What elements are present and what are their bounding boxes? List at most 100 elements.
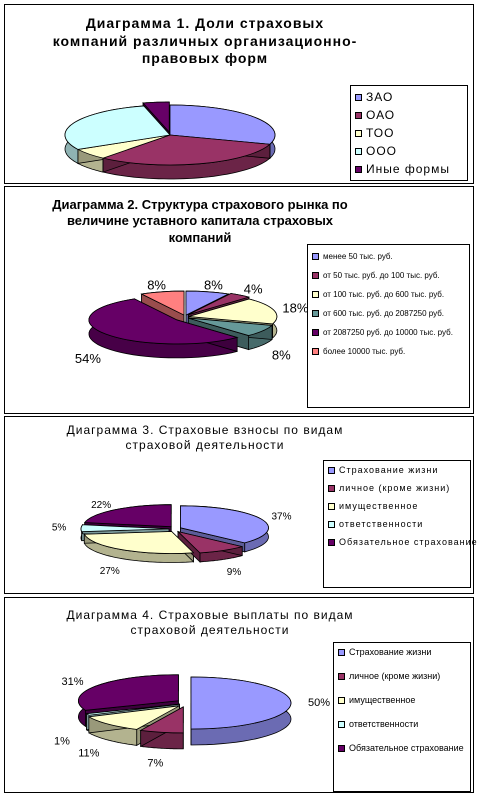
legend-label: от 600 тыс. руб. до 2087250 руб. — [323, 309, 445, 318]
pie-slice-2 — [101, 134, 271, 166]
legend-item: Иные формы — [355, 162, 463, 176]
chart-1-plot — [64, 101, 276, 180]
data-label-2: 7% — [147, 757, 163, 769]
legend-item: ответственности — [338, 719, 466, 729]
chart-4-legend: Страхование жизни личное (кроме жизни) иму… — [333, 642, 471, 792]
chart-1-legend: ЗАО ОАО ТОО ООО Иные формы — [350, 85, 468, 181]
legend-label: личное (кроме жизни) — [349, 671, 441, 681]
legend-swatch — [338, 744, 345, 752]
data-label-5: 54% — [75, 351, 101, 366]
pie-slice-1 — [185, 290, 230, 316]
pie-slice-4 — [85, 703, 180, 716]
legend-swatch — [355, 111, 362, 119]
data-label-5: 22% — [91, 500, 111, 511]
legend-item: от 50 тыс. руб. до 100 тыс. руб. — [312, 271, 465, 280]
legend-label: личное (кроме жизни) — [339, 483, 451, 493]
legend-item: от 100 тыс. руб. до 600 тыс. руб. — [312, 290, 465, 299]
pie-slice-4 — [188, 317, 274, 336]
legend-swatch — [312, 348, 319, 355]
pie-slice-5 — [83, 504, 172, 528]
legend-swatch — [312, 329, 319, 336]
data-label-1: 8% — [204, 277, 223, 292]
chart-panel-2: Диаграмма 2. Структура страхового рынка … — [4, 186, 474, 414]
legend-item: Страхование жизни — [338, 647, 466, 657]
data-label-1: 37% — [271, 512, 291, 523]
legend-swatch — [355, 147, 362, 155]
legend-item: ответственности — [328, 519, 466, 529]
pie-slice-5 — [142, 101, 170, 134]
pie-slice-5 — [88, 298, 239, 345]
data-label-2: 9% — [227, 567, 242, 578]
legend-swatch — [338, 648, 345, 656]
chart-3-title: Диаграмма 3. Страховые взносы по видам с… — [66, 423, 344, 452]
legend-item: от 2087250 руб. до 10000 тыс. руб. — [312, 328, 465, 337]
data-label-3: 27% — [100, 566, 120, 577]
legend-swatch — [355, 93, 362, 101]
chart-panel-4: Диаграмма 4. Страховые выплаты по видам … — [4, 597, 474, 793]
data-label-1: 50% — [308, 697, 330, 709]
chart-2-plot: 8% 4% 18% 8% 54% 8% — [75, 277, 309, 366]
legend-label: от 50 тыс. руб. до 100 тыс. руб. — [323, 271, 440, 280]
legend-swatch — [312, 272, 319, 279]
legend-item: Обязательное страхование — [338, 743, 466, 753]
chart-3-plot: 37% 9% 27% 5% 22% — [52, 500, 292, 578]
chart-2-title: Диаграмма 2. Структура страхового рынка … — [52, 197, 348, 245]
pie-slice-2 — [176, 530, 243, 554]
pie-slice-2 — [188, 293, 251, 315]
legend-item: ООО — [355, 144, 463, 158]
data-label-4: 8% — [272, 348, 291, 363]
legend-swatch — [328, 520, 335, 528]
legend-label: имущественное — [339, 501, 419, 511]
legend-swatch — [328, 484, 335, 492]
legend-label: имущественное — [349, 695, 416, 705]
legend-swatch — [355, 129, 362, 137]
legend-swatch — [312, 310, 319, 317]
legend-item: менее 50 тыс. руб. — [312, 252, 465, 261]
pie-slice-2 — [139, 706, 184, 734]
legend-item: более 10000 тыс. руб. — [312, 347, 465, 356]
data-label-5: 31% — [61, 676, 83, 688]
legend-item: ЗАО — [355, 90, 463, 104]
chart-4-plot: 50% 7% 11% 1% 31% — [54, 674, 330, 769]
legend-swatch — [338, 696, 345, 704]
legend-swatch — [355, 165, 362, 173]
chart-1-title: Диаграмма 1. Доли страховых компаний раз… — [52, 15, 358, 66]
pie-slice-5 — [78, 674, 179, 711]
data-label-3: 11% — [78, 747, 99, 759]
chart-3-legend: Страхование жизни личное (кроме жизни) иму… — [323, 460, 477, 588]
legend-label: Страхование жизни — [339, 465, 439, 475]
legend-swatch — [312, 253, 319, 260]
legend-label: Страхование жизни — [349, 647, 432, 657]
legend-item: Страхование жизни — [328, 465, 466, 475]
legend-item: имущественное — [328, 501, 466, 511]
legend-label: более 10000 тыс. руб. — [323, 347, 406, 356]
pie-slice-3 — [83, 531, 195, 554]
legend-label: ОАО — [366, 108, 396, 122]
legend-item: ТОО — [355, 126, 463, 140]
legend-label: Иные формы — [366, 162, 450, 176]
legend-label: ответственности — [339, 519, 424, 529]
data-label-4: 1% — [54, 735, 70, 747]
legend-swatch — [338, 672, 345, 680]
legend-swatch — [328, 538, 335, 546]
data-label-6: 8% — [147, 277, 166, 292]
legend-label: от 100 тыс. руб. до 600 тыс. руб. — [323, 290, 445, 299]
pie-slice-3 — [188, 298, 278, 325]
legend-item: от 600 тыс. руб. до 2087250 руб. — [312, 309, 465, 318]
pie-slice-4 — [64, 105, 171, 150]
chart-panel-3: Диаграмма 3. Страховые взносы по видам с… — [4, 416, 477, 594]
legend-label: Обязательное страхование — [349, 743, 464, 753]
legend-label: ООО — [366, 144, 398, 158]
legend-swatch — [328, 466, 335, 474]
legend-swatch — [312, 291, 319, 298]
data-label-2: 4% — [244, 282, 263, 297]
chart-2-legend: менее 50 тыс. руб. от 50 тыс. руб. до 100… — [307, 244, 470, 408]
legend-item: личное (кроме жизни) — [338, 671, 466, 681]
data-label-4: 5% — [52, 523, 67, 534]
pie-slice-6 — [140, 290, 185, 316]
legend-item: личное (кроме жизни) — [328, 483, 466, 493]
pie-slice-1 — [180, 505, 269, 544]
legend-swatch — [328, 502, 335, 510]
legend-item: ОАО — [355, 108, 463, 122]
pie-slice-4 — [80, 524, 170, 533]
